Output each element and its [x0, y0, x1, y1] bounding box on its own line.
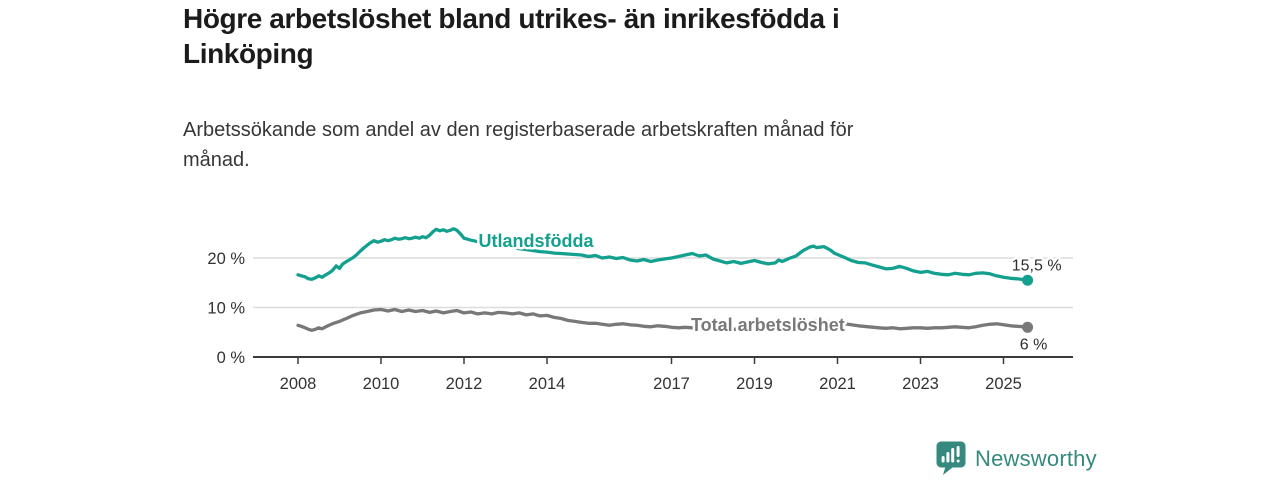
chart-title: Högre arbetslöshet bland utrikes- än inr…: [183, 2, 1133, 71]
y-tick-label: 0 %: [217, 349, 246, 367]
series-line-utlandsfodda: [296, 227, 1030, 282]
chart-title-line-2: Linköping: [183, 37, 314, 69]
series-label-total-arbetsloshet: Total arbetslöshet: [691, 315, 845, 335]
newsworthy-logo[interactable]: Newsworthy: [936, 441, 1097, 476]
chart-title-line-1: Högre arbetslöshet bland utrikes- än inr…: [183, 3, 840, 34]
x-tick-label: 2012: [446, 375, 483, 393]
y-tick-label: 20 %: [207, 250, 245, 268]
series-label-utlandsfodda: Utlandsfödda: [479, 231, 595, 251]
series-end-value-total-arbetsloshet: 6 %: [1020, 336, 1048, 353]
series-end-dot-total-arbetsloshet: [1022, 321, 1034, 333]
x-tick-label: 2010: [363, 375, 400, 393]
series-end-dot-utlandsfodda: [1022, 274, 1034, 286]
x-tick-label: 2017: [653, 375, 690, 393]
series-line-total-arbetsloshet: [296, 307, 1030, 332]
x-tick-label: 2014: [529, 375, 566, 393]
x-tick-label: 2025: [985, 375, 1022, 393]
chart-subtitle-line-1: Arbetssökande som andel av den registerb…: [183, 119, 854, 141]
series-end-value-utlandsfodda: 15,5 %: [1012, 257, 1062, 274]
x-tick-label: 2019: [736, 375, 773, 393]
chart-subtitle-line-2: månad.: [183, 149, 250, 171]
newsworthy-logo-text: Newsworthy: [975, 445, 1097, 471]
x-tick-label: 2008: [280, 375, 317, 393]
y-tick-label: 10 %: [207, 300, 245, 318]
x-tick-label: 2021: [819, 375, 856, 393]
chart-subtitle: Arbetssökande som andel av den registerb…: [183, 115, 1133, 175]
x-tick-label: 2023: [902, 375, 939, 393]
newsworthy-speech-bubble-bar-chart-icon: [936, 441, 966, 475]
